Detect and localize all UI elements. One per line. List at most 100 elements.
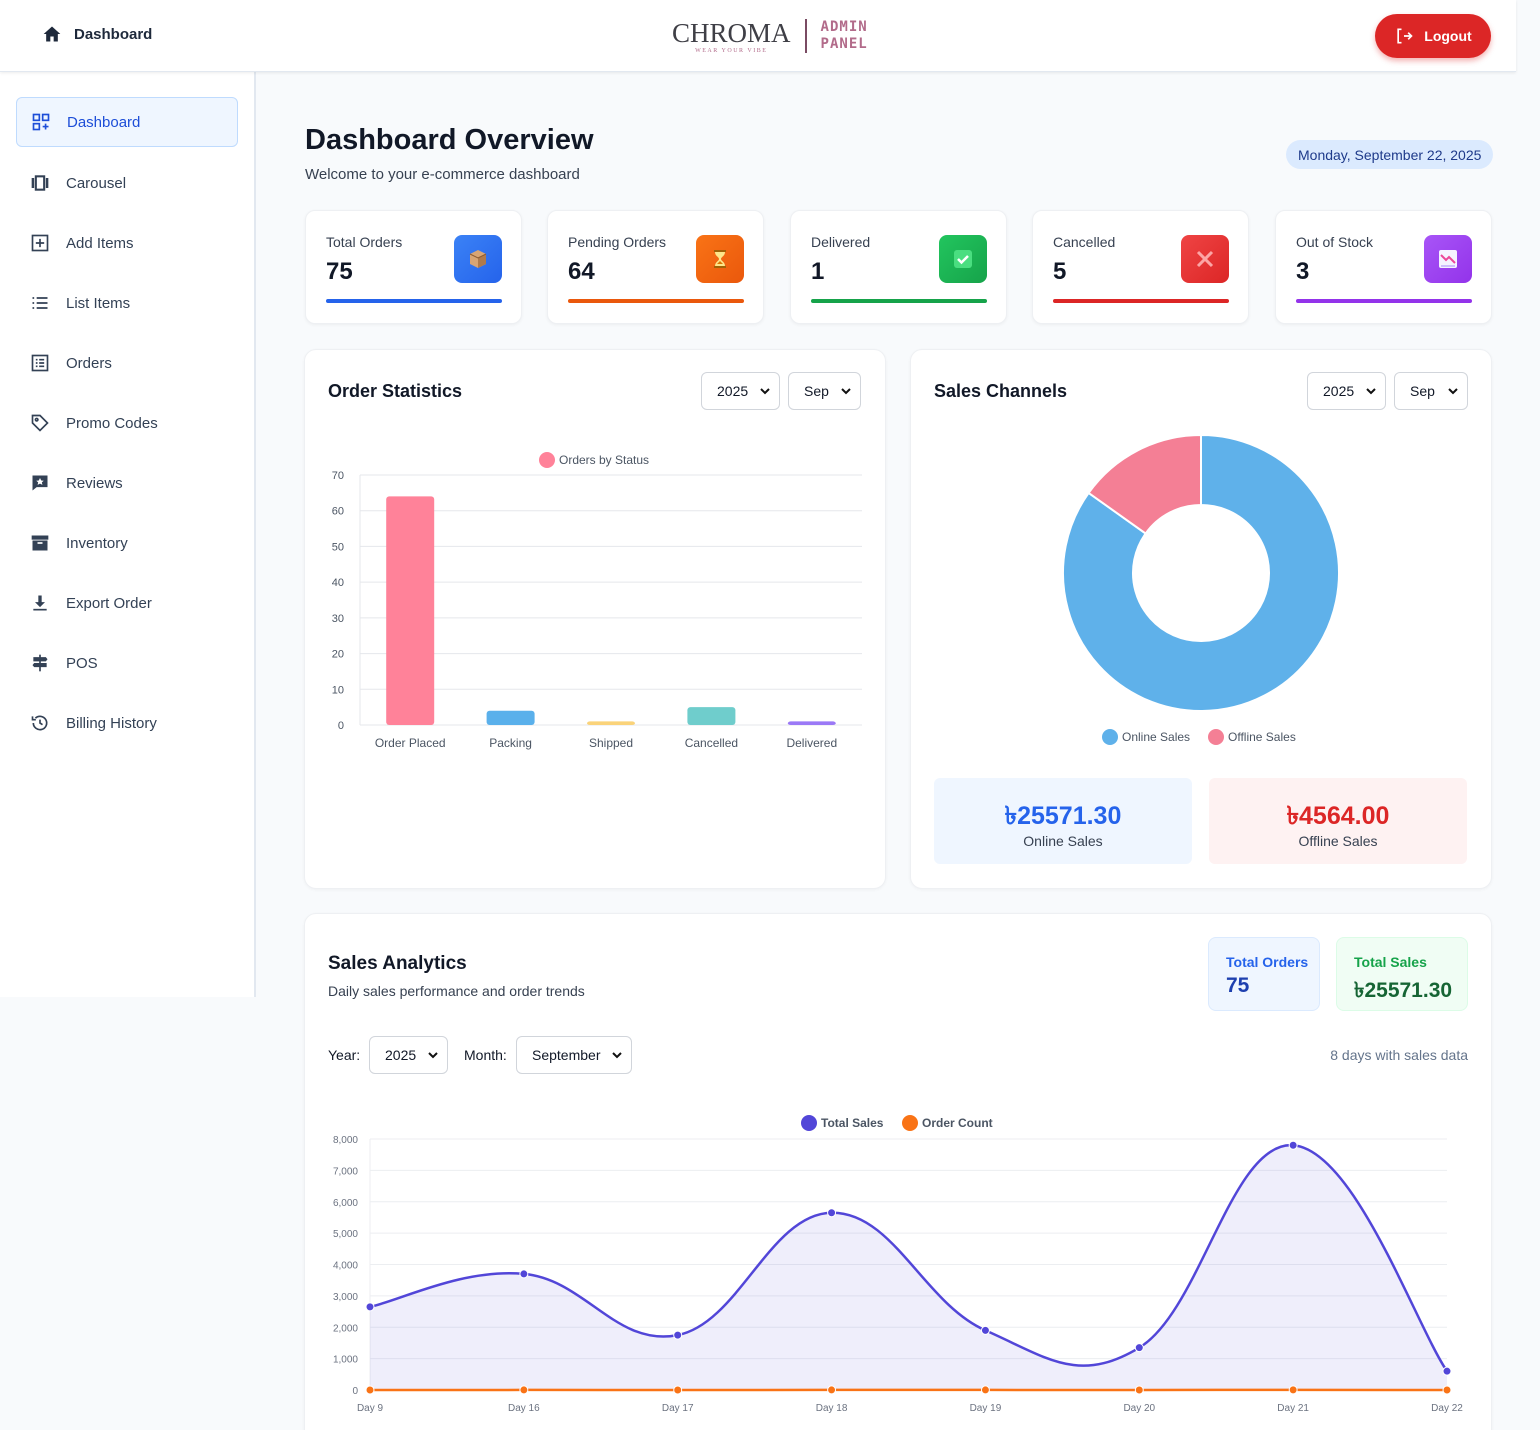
page-title: Dashboard Overview [305, 124, 594, 156]
archive-icon [31, 535, 49, 551]
sales-channels-month-select[interactable]: Sep [1394, 372, 1468, 410]
dashboard-grid-icon [32, 113, 50, 131]
data-point [827, 1385, 837, 1395]
sidebar-item-orders[interactable]: Orders [16, 338, 238, 388]
package-icon [454, 235, 502, 283]
stat-card-pending-orders: Pending Orders 64 [547, 210, 764, 324]
logo-word: CHROMA [672, 17, 791, 48]
series-area [370, 1145, 1447, 1390]
chevron-down-icon [428, 1052, 438, 1059]
sidebar-item-list-items[interactable]: List Items [16, 278, 238, 328]
pie-slice [1062, 433, 1340, 712]
y-tick-label: 5,000 [333, 1229, 358, 1240]
sidebar-item-billing-history[interactable]: Billing History [16, 698, 238, 748]
online-sales-label: Online Sales [1023, 833, 1103, 849]
chevron-down-icon [841, 388, 851, 395]
stat-progress-bar [326, 299, 502, 303]
stat-progress-bar [568, 299, 744, 303]
legend-swatch [539, 452, 555, 468]
sales-channels-year-select[interactable]: 2025 [1307, 372, 1386, 410]
legend-label: Online Sales [1122, 730, 1190, 744]
sidebar-item-inventory[interactable]: Inventory [16, 518, 238, 568]
data-point [519, 1385, 529, 1395]
sidebar-item-label: POS [66, 654, 98, 672]
sales-channels-donut-chart: Online Sales Offline Sales [1062, 433, 1340, 745]
sidebar-item-label: List Items [66, 294, 131, 312]
y-tick-label: 3,000 [333, 1292, 358, 1303]
analytics-year-select[interactable]: 2025 [369, 1036, 448, 1074]
x-tick-label: Day 16 [508, 1403, 540, 1414]
order-stats-year-select[interactable]: 2025 [701, 372, 780, 410]
x-tick-label: Cancelled [685, 736, 738, 750]
month-label: Month: [464, 1047, 507, 1063]
top-home-link[interactable]: Dashboard [42, 24, 152, 44]
brand-logo: CHROMA WEAR YOUR VIBE ADMIN PANEL [672, 14, 868, 58]
cross-icon [1181, 235, 1229, 283]
y-tick-label: 0 [352, 1386, 358, 1397]
y-tick-label: 30 [332, 613, 344, 625]
logo-divider [804, 19, 807, 53]
data-point [980, 1325, 990, 1335]
sidebar: Dashboard Carousel Add Items List Items … [0, 72, 256, 997]
y-tick-label: 8,000 [333, 1135, 358, 1146]
sidebar-item-label: Billing History [66, 714, 157, 732]
x-tick-label: Day 19 [970, 1403, 1002, 1414]
hourglass-icon [696, 235, 744, 283]
data-point [1442, 1366, 1452, 1376]
stat-card-out-of-stock: Out of Stock 3 [1275, 210, 1492, 324]
sidebar-item-reviews[interactable]: Reviews [16, 458, 238, 508]
data-point [1288, 1385, 1298, 1395]
offline-sales-label: Offline Sales [1298, 833, 1378, 849]
chevron-down-icon [760, 388, 770, 395]
stat-value: 5 [1053, 258, 1067, 285]
total-orders-summary-label: Total Orders [1226, 954, 1309, 970]
download-icon [33, 595, 47, 611]
order-stats-month-select[interactable]: Sep [788, 372, 861, 410]
select-value: 2025 [385, 1047, 417, 1063]
total-sales-summary-label: Total Sales [1354, 954, 1427, 970]
sidebar-item-label: Dashboard [67, 113, 141, 131]
x-tick-label: Day 18 [816, 1403, 848, 1414]
y-tick-label: 4,000 [333, 1261, 358, 1272]
chevron-down-icon [1448, 388, 1458, 395]
x-tick-label: Day 21 [1277, 1403, 1309, 1414]
y-tick-label: 1,000 [333, 1355, 358, 1366]
sidebar-item-label: Add Items [66, 234, 134, 252]
bar [486, 710, 535, 725]
y-tick-label: 40 [332, 577, 344, 589]
analytics-month-select[interactable]: September [516, 1036, 632, 1074]
sidebar-item-pos[interactable]: POS [16, 638, 238, 688]
bar [687, 707, 736, 725]
sidebar-item-export-order[interactable]: Export Order [16, 578, 238, 628]
sidebar-item-promo-codes[interactable]: Promo Codes [16, 398, 238, 448]
data-point [365, 1385, 375, 1395]
logout-button[interactable]: Logout [1375, 14, 1491, 58]
days-with-data-note: 8 days with sales data [1330, 1047, 1468, 1063]
data-point [673, 1385, 683, 1395]
stat-progress-bar [1296, 299, 1472, 303]
legend-label: Order Count [922, 1116, 993, 1130]
data-point [1442, 1385, 1452, 1395]
online-sales-box: ৳25571.30 Online Sales [934, 778, 1192, 864]
stat-value: 3 [1296, 258, 1310, 285]
y-tick-label: 7,000 [333, 1166, 358, 1177]
x-tick-label: Order Placed [375, 736, 446, 750]
sidebar-item-label: Promo Codes [66, 414, 158, 432]
sidebar-item-carousel[interactable]: Carousel [16, 158, 238, 208]
chevron-down-icon [1366, 388, 1376, 395]
plus-square-icon [31, 234, 49, 252]
stat-label: Out of Stock [1296, 234, 1374, 250]
sidebar-item-add-items[interactable]: Add Items [16, 218, 238, 268]
date-badge: Monday, September 22, 2025 [1286, 140, 1494, 169]
offline-sales-box: ৳4564.00 Offline Sales [1209, 778, 1467, 864]
x-tick-label: Day 17 [662, 1403, 694, 1414]
order-statistics-title: Order Statistics [328, 381, 463, 401]
sidebar-item-dashboard[interactable]: Dashboard [16, 97, 238, 147]
history-icon [31, 715, 48, 731]
list-icon [32, 297, 48, 309]
order-status-bar-chart: Orders by Status 0 10 20 30 40 50 60 70 Order Pla… [332, 452, 862, 750]
data-point [827, 1208, 837, 1218]
x-tick-label: Packing [489, 736, 532, 750]
stat-progress-bar [811, 299, 987, 303]
legend-label: Offline Sales [1228, 730, 1296, 744]
